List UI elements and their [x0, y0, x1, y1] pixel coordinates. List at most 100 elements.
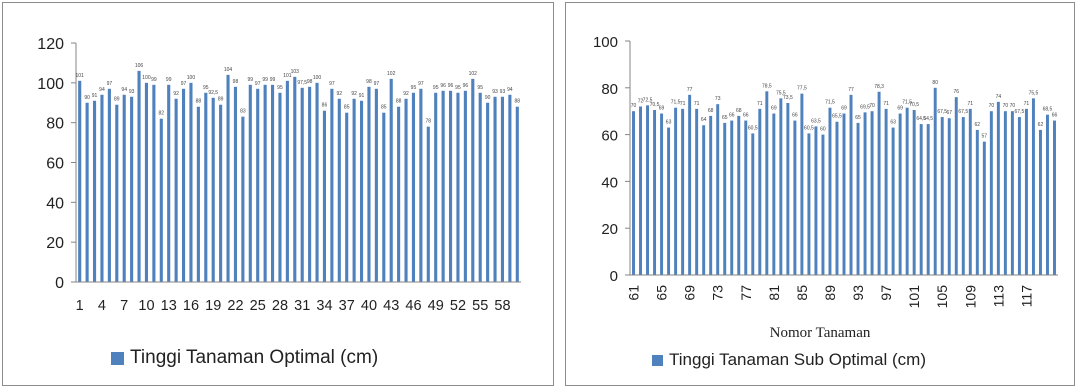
data-label: 77,5 [797, 86, 807, 92]
data-label: 96 [463, 83, 469, 89]
x-tick-label: 13 [161, 298, 177, 314]
x-tick-label: 7 [120, 298, 128, 314]
data-label: 91 [359, 93, 365, 99]
data-label: 63 [666, 120, 672, 126]
data-label: 97 [107, 81, 113, 87]
bar [122, 94, 126, 283]
x-tick-label: 28 [272, 298, 288, 314]
bar [905, 107, 909, 275]
y-tick-label: 120 [37, 36, 64, 53]
bar [807, 133, 811, 275]
bar [821, 134, 825, 275]
data-label: 60 [820, 127, 826, 133]
data-label: 72,5 [643, 97, 653, 103]
bar [863, 112, 867, 276]
data-label: 78,5 [762, 83, 772, 89]
data-label: 77 [848, 87, 854, 93]
bar [744, 120, 748, 275]
data-label: 64,5 [916, 116, 926, 122]
bar [891, 127, 895, 275]
bar [174, 98, 178, 283]
bar [835, 121, 839, 275]
x-tick-label: 52 [450, 298, 466, 314]
bar [352, 98, 356, 283]
bar [315, 82, 319, 282]
data-label: 71 [968, 101, 974, 107]
bar [85, 102, 89, 282]
x-tick-label: 109 [962, 285, 978, 309]
x-tick-label: 34 [316, 298, 332, 314]
data-label: 70,5 [909, 102, 919, 108]
bar [1010, 111, 1014, 275]
x-tick-label: 113 [990, 285, 1006, 308]
bar [426, 126, 430, 283]
bar [493, 96, 497, 283]
bar [100, 94, 104, 283]
bar [660, 113, 664, 275]
data-label: 97 [181, 81, 187, 87]
data-label: 88 [515, 99, 521, 105]
bar [632, 111, 635, 275]
bar [463, 90, 467, 282]
bar [389, 78, 393, 282]
legend-swatch [111, 351, 124, 365]
legend-optimal: Tinggi Tanaman Optimal (cm) [111, 347, 378, 369]
data-label: 76 [953, 89, 959, 95]
data-label: 77 [687, 87, 693, 93]
data-label: 60,5 [748, 125, 758, 131]
bar [723, 122, 727, 276]
data-label: 99 [151, 77, 157, 83]
bar [919, 124, 923, 275]
data-label: 100 [313, 75, 322, 81]
bar [152, 84, 156, 282]
bar [456, 92, 460, 283]
bar [940, 117, 944, 275]
data-label: 94 [507, 87, 513, 93]
bar [933, 87, 937, 275]
bar [471, 78, 475, 282]
bar [345, 112, 349, 282]
bar [486, 102, 490, 282]
data-label: 88 [196, 99, 202, 105]
data-label: 78,3 [874, 84, 884, 90]
x-tick-label: 77 [738, 285, 754, 301]
data-label: 69 [897, 106, 903, 112]
data-label: 85 [381, 105, 387, 111]
x-tick-label: 81 [766, 285, 782, 301]
data-label: 60,5 [804, 125, 814, 131]
data-label: 62 [1038, 122, 1044, 128]
data-label: 72 [638, 99, 644, 105]
chart-panel-optimal: 0 20 40 60 80 100 120 101 90 91 94 97 89 94 93 106 100 99… [2, 2, 554, 386]
bar [434, 92, 438, 283]
data-label: 70 [631, 103, 637, 109]
data-label: 66 [729, 113, 735, 119]
data-label: 89 [114, 97, 120, 103]
bar [448, 90, 453, 282]
bar [441, 90, 445, 282]
data-label: 70 [869, 103, 875, 109]
data-label: 65 [855, 115, 861, 121]
bar [226, 74, 230, 282]
legend-label: Tinggi Tanaman Optimal (cm) [130, 347, 379, 368]
data-label: 93 [500, 89, 506, 95]
bar [322, 110, 327, 282]
bar [78, 80, 82, 282]
bar [159, 118, 163, 282]
bar [961, 117, 965, 275]
bar [515, 106, 519, 282]
bar [828, 107, 832, 275]
x-tick-label: 46 [405, 298, 421, 314]
data-label: 71,5 [902, 100, 912, 106]
x-tick-label: 10 [138, 298, 154, 314]
bar [772, 113, 776, 275]
x-tick-label: 43 [383, 298, 399, 314]
data-label: 90 [485, 95, 491, 101]
bar [374, 88, 378, 282]
bar [367, 86, 371, 282]
x-tick-label: 58 [494, 298, 510, 314]
data-label: 85 [344, 105, 350, 111]
data-label: 69 [841, 106, 847, 112]
data-label: 70 [1003, 103, 1009, 109]
bar [293, 76, 297, 282]
x-tick-label: 49 [428, 298, 444, 314]
